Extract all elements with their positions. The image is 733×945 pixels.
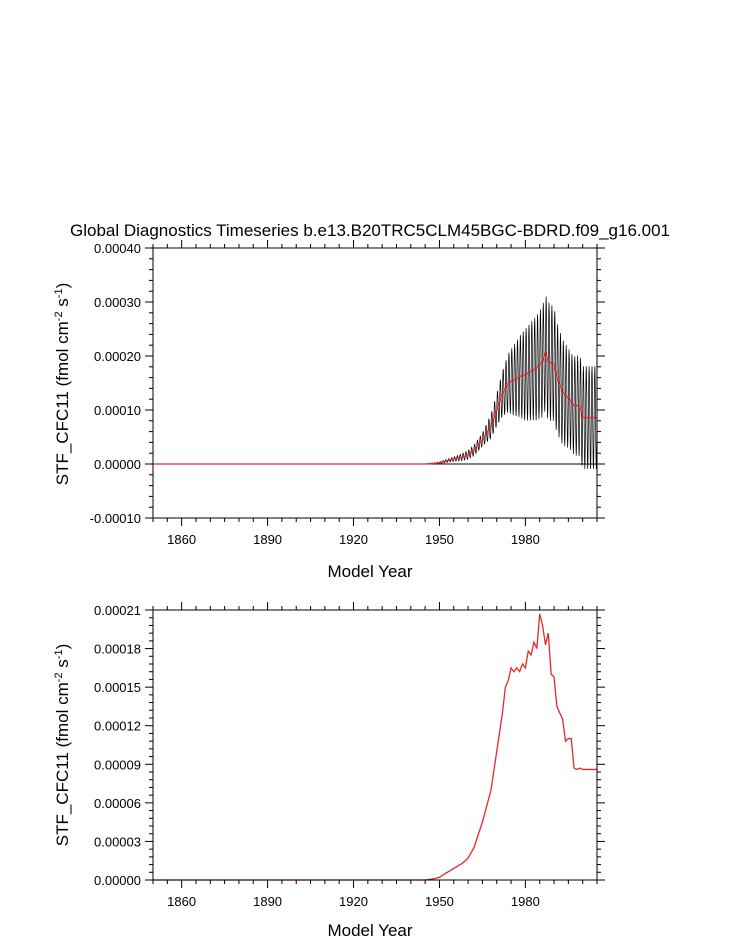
x-tick-label: 1860 (167, 894, 196, 909)
y-tick-label: -0.00010 (90, 511, 141, 526)
x-tick-label: 1890 (253, 894, 282, 909)
x-tick-label: 1860 (167, 532, 196, 547)
bottom-y-axis-title-sup1: -2 (53, 672, 65, 682)
top-y-axis-title: STF_CFC11 (fmol cm-2 s-1) (53, 283, 72, 486)
annual-mean-series-line (153, 613, 597, 881)
x-tick-label: 1890 (253, 532, 282, 547)
x-tick-label: 1920 (339, 894, 368, 909)
y-tick-label: 0.00009 (94, 757, 141, 772)
x-tick-label: 1980 (511, 894, 540, 909)
top-y-axis-title-main: STF_CFC11 (fmol cm (53, 321, 72, 485)
bottom-y-axis-title: STF_CFC11 (fmol cm-2 s-1) (53, 644, 72, 847)
chart-title: Global Diagnostics Timeseries b.e13.B20T… (70, 221, 670, 240)
y-tick-label: 0.00021 (94, 603, 141, 618)
bottom-tick-group: 1860 1890 1920 1950 1980 0.00000 0.00003 0.0000… (94, 602, 605, 909)
top-y-axis-title-sup2: -1 (53, 288, 65, 298)
y-tick-label: 0.00000 (94, 873, 141, 888)
bottom-y-axis-title-main: STF_CFC11 (fmol cm (53, 682, 72, 846)
x-tick-label: 1980 (511, 532, 540, 547)
top-y-axis-title-sup1: -2 (53, 311, 65, 321)
bottom-y-axis-title-mid: s (53, 659, 72, 672)
y-tick-label: 0.00040 (94, 241, 141, 256)
x-tick-label: 1950 (425, 894, 454, 909)
y-tick-label: 0.00012 (94, 719, 141, 734)
bottom-y-axis-title-end: ) (53, 644, 72, 650)
bottom-x-axis-title: Model Year (327, 921, 412, 940)
y-tick-label: 0.00020 (94, 349, 141, 364)
y-tick-label: 0.00010 (94, 403, 141, 418)
top-tick-group: 1860 1890 1920 1950 1980 -0.00010 0.00000 0.000… (90, 240, 605, 547)
top-x-axis-title: Model Year (327, 562, 412, 581)
top-y-axis-title-mid: s (53, 298, 72, 311)
x-tick-label: 1950 (425, 532, 454, 547)
monthly-series-line (153, 296, 598, 469)
top-plot-frame (152, 247, 598, 519)
y-tick-label: 0.00006 (94, 796, 141, 811)
y-tick-label: 0.00000 (94, 457, 141, 472)
y-tick-label: 0.00030 (94, 295, 141, 310)
bottom-series-group (153, 613, 597, 881)
top-series-group (153, 296, 598, 469)
y-tick-label: 0.00003 (94, 834, 141, 849)
y-tick-label: 0.00015 (94, 680, 141, 695)
bottom-y-axis-title-sup2: -1 (53, 649, 65, 659)
top-y-axis-title-end: ) (53, 283, 72, 289)
annual-mean-series-line (153, 350, 597, 465)
top-panel: Global Diagnostics Timeseries b.e13.B20T… (53, 221, 670, 581)
y-tick-label: 0.00018 (94, 642, 141, 657)
x-tick-label: 1920 (339, 532, 368, 547)
bottom-plot-frame (152, 609, 598, 881)
bottom-panel: 1860 1890 1920 1950 1980 0.00000 0.00003 0.0000… (53, 602, 605, 940)
